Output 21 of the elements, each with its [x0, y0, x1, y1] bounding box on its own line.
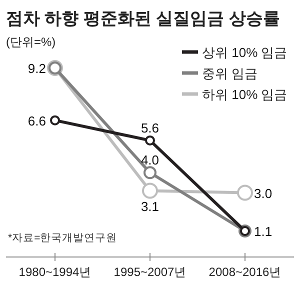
x-tick-label: 1995~2007년 — [114, 265, 186, 279]
x-tick-label: 1980~1994년 — [18, 265, 92, 279]
point — [145, 135, 155, 146]
data-label: 9.2 — [28, 61, 46, 76]
text: *자료=한국개발연구원 — [8, 232, 118, 244]
data-label: 1.1 — [254, 224, 272, 239]
legend-label: 중위 임금 — [202, 66, 258, 81]
data-label: 5.6 — [140, 120, 160, 136]
legend-label: 하위 10% 임금 — [202, 87, 288, 102]
point — [50, 115, 60, 126]
data-label: 3.1 — [140, 198, 160, 214]
x-tick-label: 2008~2016년 — [208, 265, 282, 279]
data-label: 3.0 — [254, 186, 272, 201]
point — [237, 184, 253, 201]
data-label: 6.6 — [28, 113, 46, 128]
chart-title: 점차 하향 평준화된 실질임금 상승률 — [6, 9, 280, 28]
legend-label: 상위 10% 임금 — [202, 45, 288, 60]
chart-subtitle: (단위=%) — [6, 35, 56, 49]
point — [142, 182, 158, 199]
data-label: 4.0 — [140, 152, 160, 168]
point — [144, 166, 156, 180]
